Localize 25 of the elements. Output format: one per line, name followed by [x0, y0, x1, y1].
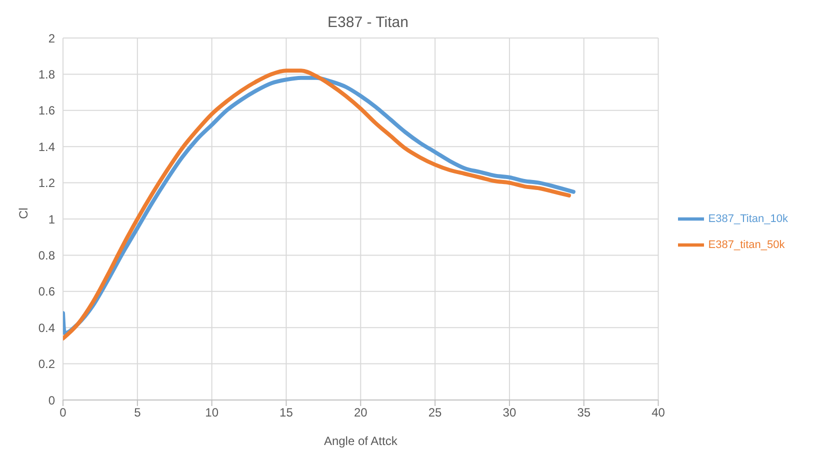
x-tick-label: 20 [354, 406, 368, 420]
x-tick-label: 30 [502, 406, 516, 420]
legend-label: E387_Titan_10k [708, 212, 788, 224]
y-axis-title: Cl [16, 208, 30, 219]
x-tick-label: 0 [60, 406, 67, 420]
legend-label: E387_titan_50k [708, 238, 785, 250]
chart-title: E387 - Titan [326, 14, 410, 31]
x-tick-label: 15 [280, 406, 294, 420]
y-tick-label: 1.4 [38, 140, 56, 154]
y-tick-label: 0 [48, 393, 56, 408]
x-tick-label: 25 [428, 406, 442, 420]
y-tick-label: 1 [48, 212, 56, 226]
y-tick-label: 0.4 [38, 320, 56, 335]
x-axis-title: Angle of Attck [324, 434, 398, 448]
y-tick-label: 1.8 [38, 67, 56, 82]
y-tick-label: 1.2 [38, 176, 56, 190]
y-tick-label: 2 [48, 31, 56, 46]
x-tick-label: 35 [577, 406, 591, 420]
x-tick-label: 10 [205, 406, 219, 420]
x-tick-label: 40 [652, 406, 666, 420]
y-tick-label: 0.6 [38, 284, 56, 299]
x-tick-label: 5 [134, 406, 142, 420]
y-tick-label: 1.6 [38, 104, 56, 118]
y-tick-label: 0.2 [38, 357, 56, 372]
y-tick-label: 0.8 [38, 248, 56, 262]
